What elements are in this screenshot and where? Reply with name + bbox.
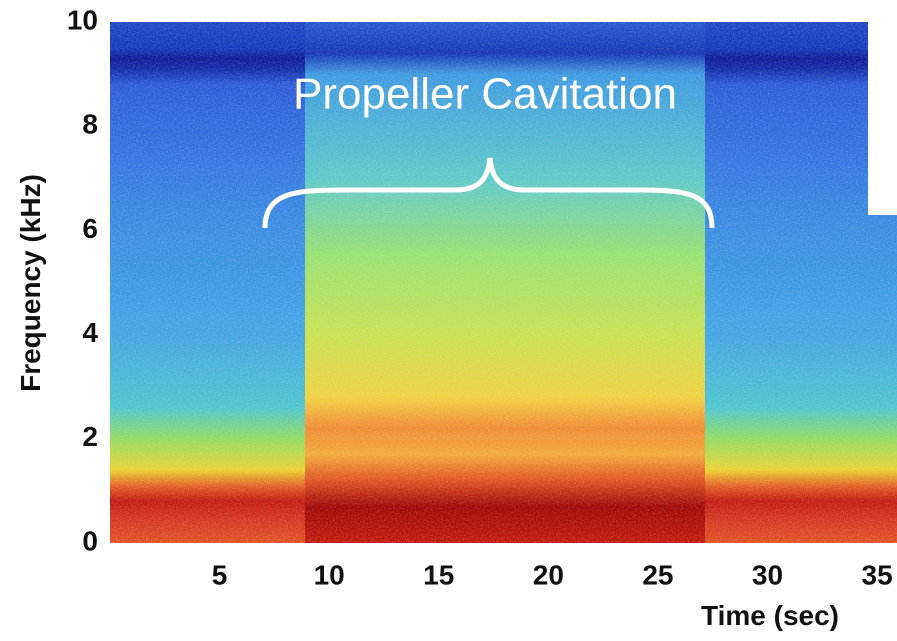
- y-tick-label: 6: [82, 213, 98, 244]
- brace: [262, 157, 715, 229]
- cutout: [868, 0, 897, 215]
- x-tick-label: 10: [314, 559, 345, 590]
- y-tick-label: 8: [82, 109, 98, 140]
- x-tick-label: 5: [212, 559, 228, 590]
- x-axis-label: Time (sec): [701, 600, 839, 631]
- annotation: Propeller Cavitation: [293, 70, 677, 119]
- x-tick-label: 30: [752, 559, 783, 590]
- noise-texture: [110, 22, 897, 543]
- y-axis-label: Frequency (kHz): [15, 174, 46, 392]
- x-tick-label: 25: [642, 559, 673, 590]
- y-tick-label: 10: [67, 4, 98, 35]
- y-tick-label: 4: [82, 317, 98, 348]
- x-tick-label: 20: [533, 559, 564, 590]
- spectrogram: [110, 0, 897, 543]
- y-tick-label: 2: [82, 421, 98, 452]
- y-tick-label: 0: [82, 525, 98, 556]
- x-tick-label: 15: [423, 559, 454, 590]
- x-tick-label: 35: [862, 559, 893, 590]
